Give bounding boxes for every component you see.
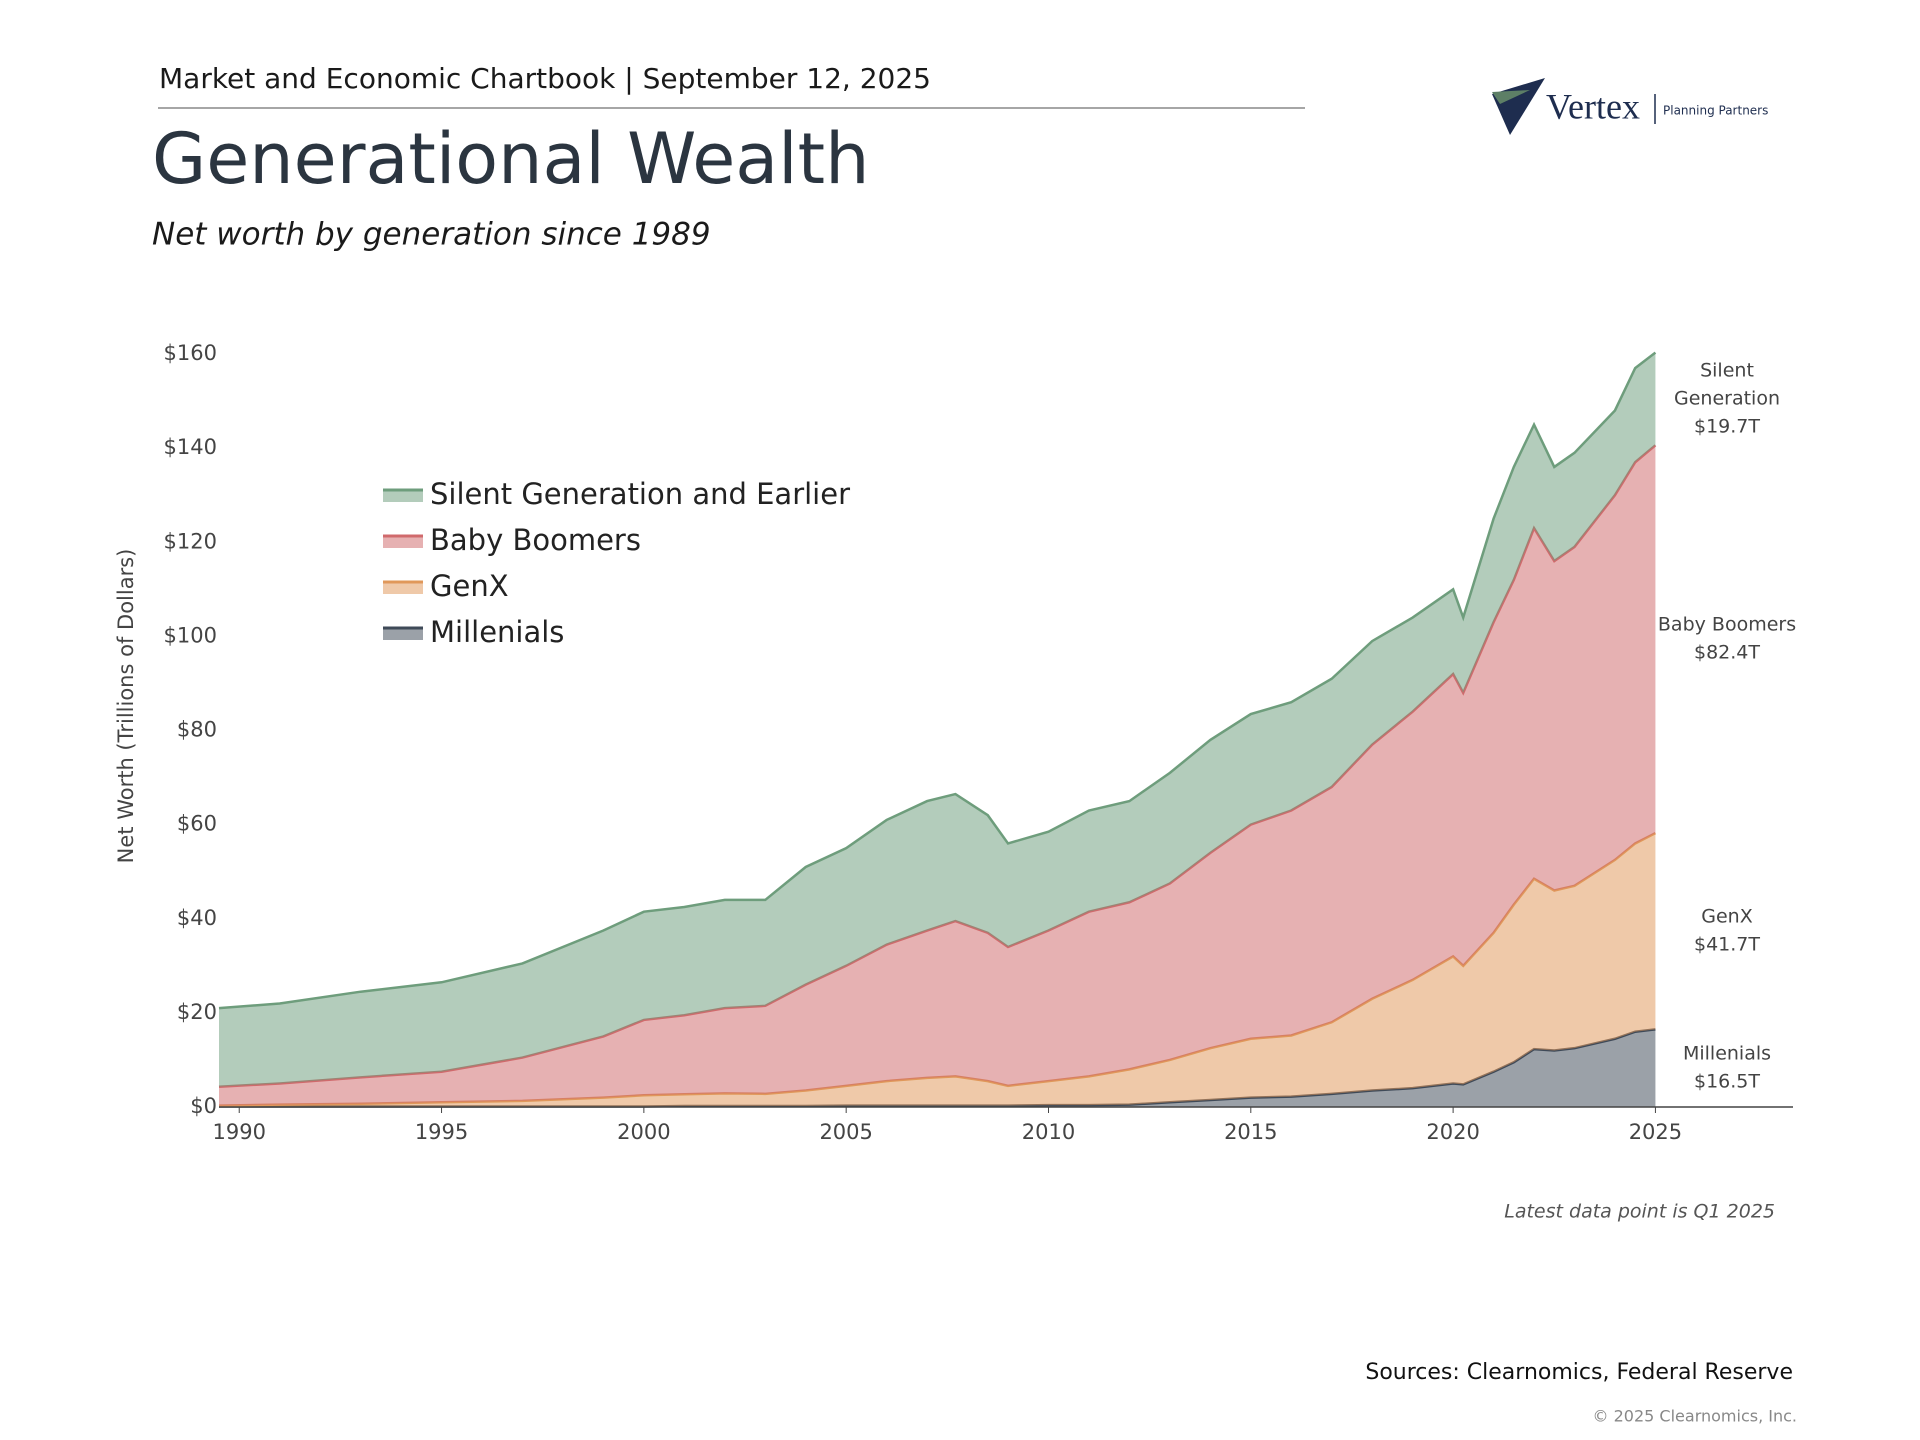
legend-label: Millenials — [430, 615, 564, 649]
end-value-label: $41.7T — [1694, 934, 1760, 956]
end-label: Baby Boomers — [1658, 614, 1796, 636]
x-tick-label: 1995 — [415, 1120, 468, 1144]
area — [219, 833, 1656, 1107]
y-axis-title: Net Worth (Trillions of Dollars) — [114, 549, 138, 864]
y-tick-label: $60 — [177, 812, 217, 836]
y-tick-label: $100 — [164, 623, 217, 647]
plot: $0 $20 $40 $60 $80 $100 $120 $140 $160 1990 1995 20… — [164, 341, 1797, 1144]
chart-title: Generational Wealth — [152, 118, 869, 200]
x-tick-label: 2005 — [819, 1120, 872, 1144]
logo: Vertex Planning Partners — [1492, 78, 1768, 135]
legend-label: Silent Generation and Earlier — [430, 477, 850, 511]
area — [219, 352, 1656, 1087]
logo-name: Vertex — [1546, 86, 1640, 126]
x-tick-label: 2000 — [617, 1120, 670, 1144]
logo-mark — [1492, 78, 1545, 135]
y-tick-label: $40 — [177, 906, 217, 930]
y-tick-label: $80 — [177, 718, 217, 742]
end-label: Millenials — [1683, 1043, 1771, 1065]
y-tick-label: $140 — [164, 435, 217, 459]
legend-swatch — [383, 582, 423, 594]
copyright: © 2025 Clearnomics, Inc. — [1593, 1407, 1797, 1426]
end-label: Silent — [1700, 359, 1754, 381]
x-tick-label: 2025 — [1629, 1120, 1682, 1144]
legend-swatch — [383, 628, 423, 640]
x-tick-label: 2010 — [1022, 1120, 1075, 1144]
x-tick-label: 1990 — [213, 1120, 266, 1144]
legend-swatch — [383, 490, 423, 502]
chart-subtitle: Net worth by generation since 1989 — [152, 217, 711, 253]
area — [219, 1029, 1656, 1107]
end-value-label: $82.4T — [1694, 642, 1760, 664]
end-value-label: $19.7T — [1694, 415, 1760, 437]
legend-label: GenX — [430, 569, 509, 603]
header: Market and Economic Chartbook | Septembe… — [159, 62, 931, 95]
area-edge — [218, 351, 1657, 1010]
area — [219, 445, 1656, 1106]
y-tick-label: $20 — [177, 1000, 217, 1024]
x-tick-label: 2020 — [1426, 1120, 1479, 1144]
end-value-label: $16.5T — [1694, 1071, 1760, 1093]
legend-label: Baby Boomers — [430, 523, 641, 557]
y-tick-label: $160 — [164, 341, 217, 365]
logo-tagline: Planning Partners — [1663, 104, 1768, 118]
x-tick-label: 2015 — [1224, 1120, 1277, 1144]
logo-mark — [1492, 90, 1530, 104]
sources: Sources: Clearnomics, Federal Reserve — [1365, 1360, 1793, 1385]
y-tick-label: $120 — [164, 529, 217, 553]
legend-swatch — [383, 536, 423, 548]
end-label: GenX — [1701, 906, 1752, 928]
note: Latest data point is Q1 2025 — [1504, 1201, 1775, 1223]
y-tick-label: $0 — [190, 1094, 217, 1118]
end-label: Generation — [1674, 387, 1780, 409]
